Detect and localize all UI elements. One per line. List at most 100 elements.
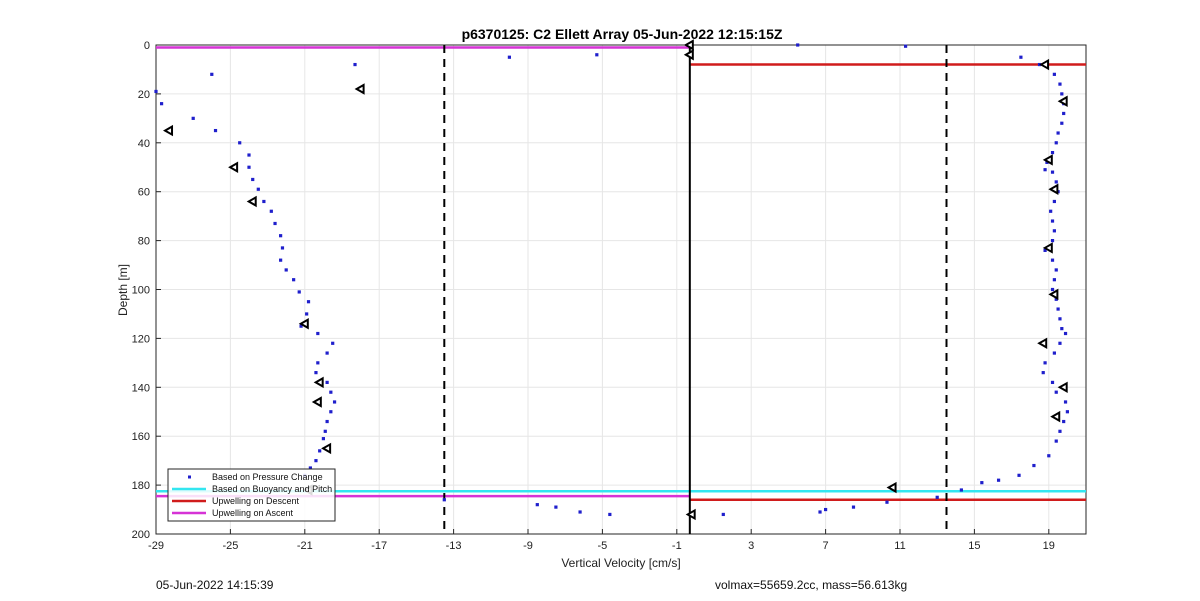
buoyancy-pitch-marker — [246, 195, 257, 208]
pressure-change-point — [269, 209, 273, 213]
x-tick-label: -9 — [523, 540, 533, 552]
pressure-change-point — [885, 500, 889, 504]
pressure-change-point — [1052, 351, 1056, 355]
pressure-change-point — [996, 478, 1001, 482]
buoyancy-pitch-marker — [685, 508, 696, 521]
vertical-lines-layer — [443, 45, 948, 534]
pressure-change-point — [554, 505, 558, 509]
footer-timestamp: 05-Jun-2022 14:15:39 — [156, 578, 274, 592]
pressure-change-point — [578, 510, 582, 514]
pressure-change-point — [1063, 331, 1068, 336]
pressure-change-point — [154, 89, 158, 94]
pressure-change-point — [535, 503, 539, 507]
buoyancy-pitch-marker — [1042, 242, 1053, 254]
x-tick-label: 11 — [894, 540, 905, 552]
pressure-change-point — [1062, 111, 1066, 116]
pressure-change-point — [1019, 55, 1023, 59]
pressure-change-point — [325, 419, 329, 424]
pressure-change-point — [1043, 248, 1047, 252]
buoyancy-pitch-marker — [1039, 58, 1050, 71]
pressure-change-point — [1043, 168, 1047, 172]
buoyancy-pitch-marker — [311, 396, 322, 408]
pressure-change-point — [1017, 473, 1021, 477]
pressure-change-point — [1056, 307, 1060, 311]
y-tick-label: 100 — [132, 285, 150, 297]
pressure-change-point — [1058, 429, 1062, 433]
pressure-change-point — [314, 371, 318, 375]
pressure-change-point — [1058, 341, 1062, 345]
pressure-change-point — [191, 116, 195, 120]
pressure-change-point — [1052, 199, 1056, 204]
y-tick-label: 0 — [144, 40, 150, 52]
buoyancy-pitch-marker — [163, 124, 174, 137]
pressure-change-point — [1054, 439, 1058, 443]
buoyancy-pitch-marker — [683, 39, 694, 51]
pressure-change-point — [1045, 160, 1049, 164]
buoyancy-pitch-marker — [1048, 183, 1059, 195]
pressure-change-point — [247, 165, 251, 169]
pressure-change-point — [1054, 141, 1058, 145]
buoyancy-pitch-marker — [321, 442, 332, 455]
axes-layer: -29 -25 -21 -17 -13 -9 -5 -1 3 7 11 15 1902040608010… — [132, 40, 1087, 552]
pressure-change-point — [284, 268, 288, 272]
pressure-change-point — [314, 459, 318, 463]
legend-swatch — [188, 475, 191, 479]
legend-label: Upwelling on Descent — [212, 496, 300, 506]
pressure-change-point — [331, 341, 335, 345]
buoyancy-pitch-marker — [298, 318, 309, 330]
pressure-change-point — [980, 481, 984, 485]
pressure-change-point — [1063, 400, 1068, 404]
x-tick-label: -29 — [148, 540, 164, 552]
pressure-change-point — [316, 361, 320, 365]
pressure-change-point — [1043, 361, 1047, 365]
pressure-change-point — [507, 55, 511, 59]
x-tick-label: -5 — [598, 540, 608, 552]
pressure-change-point — [1049, 209, 1053, 213]
grid-layer — [155, 44, 1086, 535]
y-tick-label: 60 — [138, 187, 150, 199]
x-tick-label: 3 — [748, 540, 754, 552]
y-tick-label: 40 — [138, 138, 150, 150]
x-tick-label: 19 — [1043, 540, 1055, 552]
y-tick-label: 180 — [132, 480, 150, 492]
chart-title: p6370125: C2 Ellett Array 05-Jun-2022 12… — [462, 26, 783, 42]
legend-label: Based on Buoyancy and Pitch — [212, 484, 332, 494]
x-tick-label: -21 — [297, 540, 313, 552]
pressure-change-point — [1047, 454, 1051, 458]
pressure-change-point — [247, 153, 251, 157]
buoyancy-pitch-marker — [886, 481, 897, 494]
pressure-change-point — [306, 300, 311, 304]
pressure-change-point — [1058, 317, 1062, 321]
y-tick-label: 200 — [132, 529, 150, 541]
pressure-change-point — [1052, 72, 1056, 76]
y-tick-label: 140 — [132, 382, 150, 394]
x-tick-label: 15 — [968, 540, 980, 552]
pressure-change-point — [353, 62, 357, 67]
pressure-change-point — [903, 44, 908, 48]
pressure-change-point — [1052, 229, 1056, 233]
pressure-change-point — [297, 290, 301, 294]
buoyancy-pitch-marker — [1057, 381, 1068, 394]
pressure-change-point — [1054, 268, 1058, 272]
footer-volmax-mass: volmax=55659.2cc, mass=56.613kg — [715, 578, 908, 592]
pressure-change-point — [251, 177, 255, 182]
pressure-change-point — [1056, 131, 1060, 135]
pressure-change-point — [323, 429, 327, 433]
pressure-change-point — [1041, 371, 1045, 375]
buoyancy-pitch-marker — [313, 376, 324, 389]
pressure-change-point — [1054, 297, 1058, 301]
points-layer — [154, 39, 1069, 521]
pressure-change-point — [1050, 239, 1055, 243]
pressure-change-point — [159, 102, 164, 106]
pressure-change-point — [329, 410, 333, 414]
pressure-change-point — [1050, 258, 1055, 262]
y-tick-label: 20 — [138, 89, 150, 101]
buoyancy-pitch-marker — [1050, 410, 1061, 423]
buoyancy-pitch-marker — [228, 161, 239, 173]
pressure-change-point — [318, 449, 322, 453]
x-tick-label: 7 — [823, 540, 829, 552]
pressure-change-point — [316, 331, 320, 336]
pressure-change-point — [1060, 327, 1064, 331]
pressure-change-point — [818, 510, 822, 514]
